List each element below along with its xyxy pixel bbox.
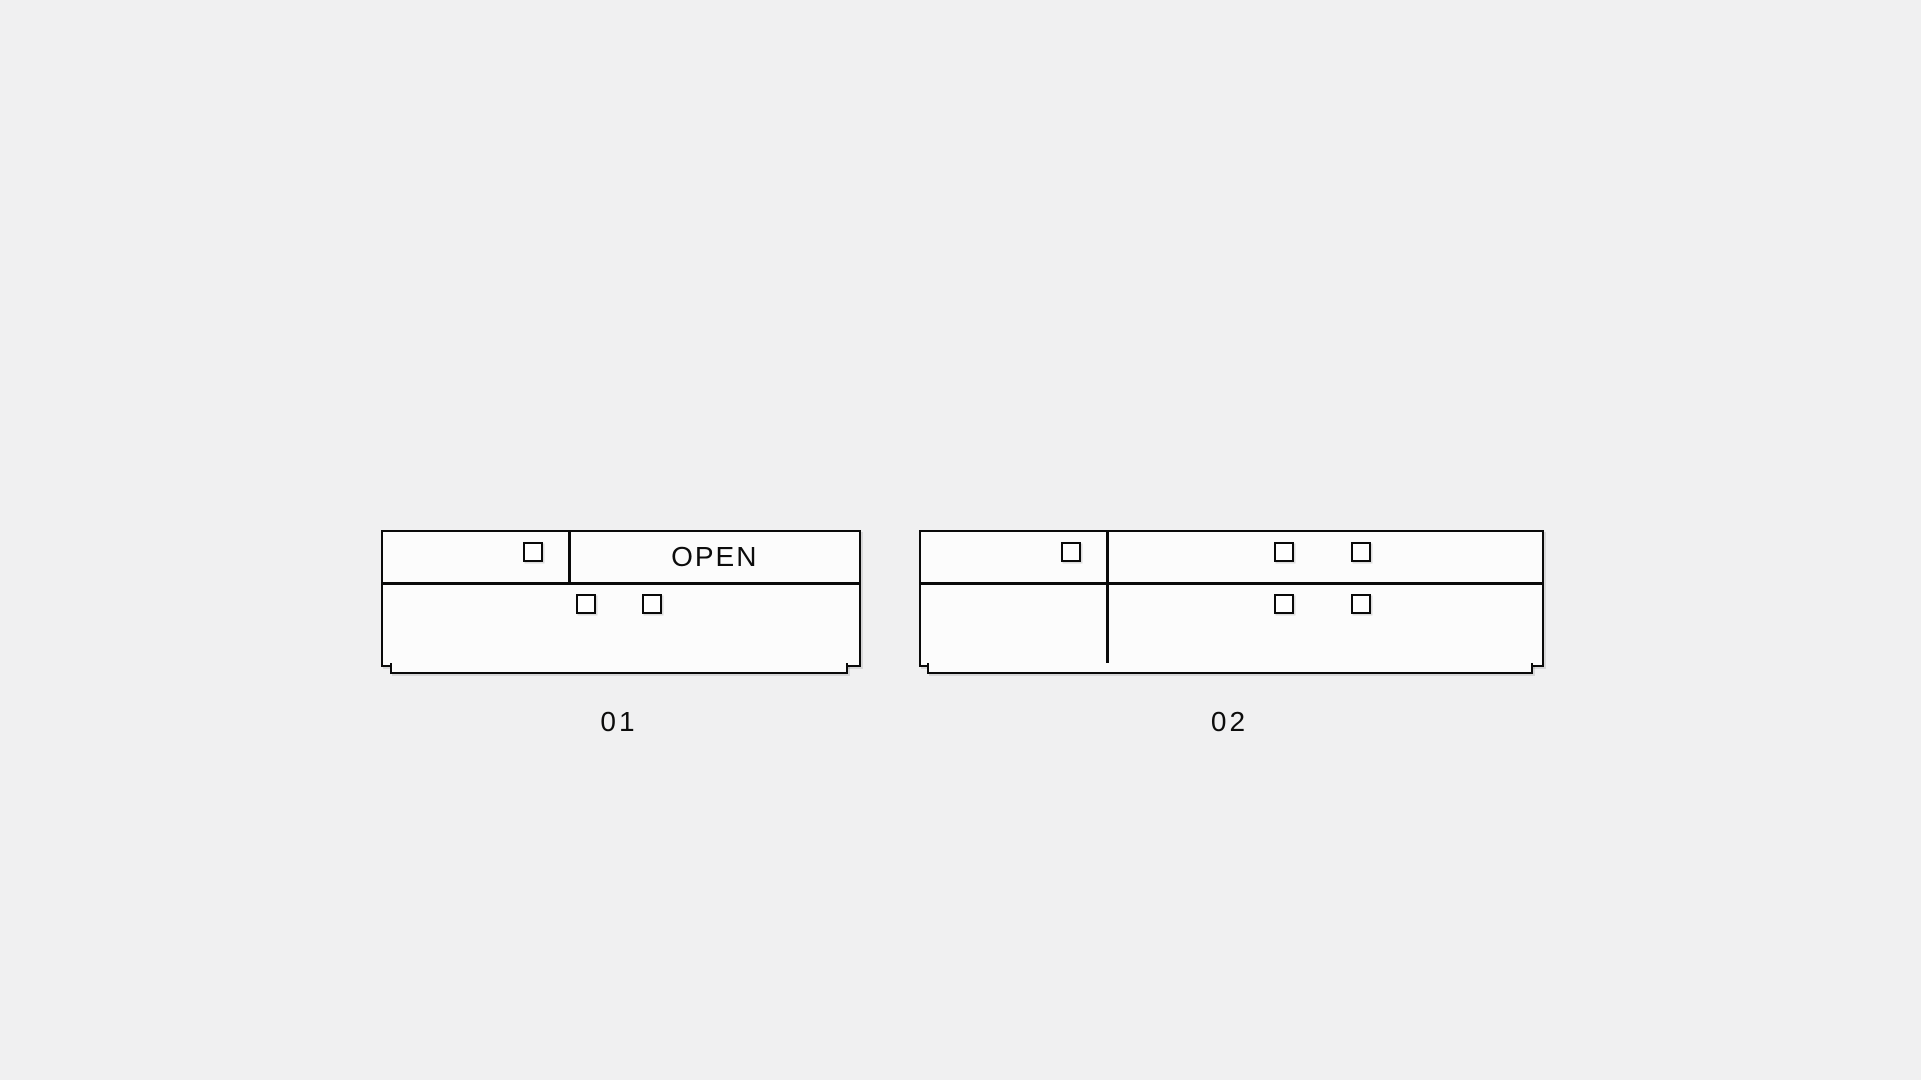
knob-square bbox=[1061, 542, 1081, 562]
knob-square bbox=[641, 593, 662, 614]
cabinet-02-row-divider bbox=[921, 582, 1542, 585]
cabinet-02-column-divider bbox=[1106, 532, 1109, 665]
cabinet-01-plinth bbox=[390, 663, 848, 674]
knob-square bbox=[523, 542, 543, 562]
cabinet-02-plinth bbox=[927, 663, 1533, 674]
knob-square bbox=[1351, 542, 1371, 562]
knob-square bbox=[1273, 594, 1294, 614]
cabinet-01-label: 01 bbox=[600, 706, 638, 737]
cabinet-01-row-divider bbox=[383, 582, 859, 585]
knob-square bbox=[1273, 542, 1294, 562]
cabinet-01-top-divider bbox=[568, 532, 571, 585]
knob-square bbox=[1351, 594, 1371, 614]
open-compartment-label: OPEN bbox=[671, 541, 759, 572]
knob-square bbox=[575, 593, 596, 614]
open-compartment: OPEN bbox=[571, 532, 860, 582]
cabinet-01-body: OPEN bbox=[381, 530, 861, 667]
cabinet-02-body bbox=[919, 530, 1544, 667]
cabinet-02-label: 02 bbox=[1210, 706, 1249, 737]
